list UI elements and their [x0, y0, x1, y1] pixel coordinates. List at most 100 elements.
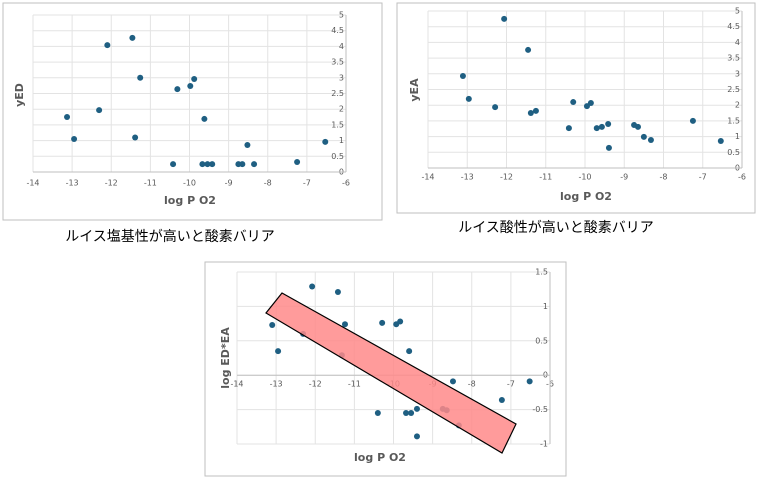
y-tick-label: 1: [735, 132, 740, 141]
x-tick-label: -12: [309, 380, 322, 389]
point: [251, 161, 258, 168]
point: [137, 74, 144, 81]
point: [104, 42, 111, 49]
point: [449, 378, 456, 385]
x-tick-label: -9: [620, 173, 628, 182]
point: [71, 136, 78, 143]
x-tick-label: -11: [539, 173, 552, 182]
point: [201, 115, 208, 122]
x-tick-label: -8: [660, 173, 668, 182]
y-tick-label: 4: [735, 38, 740, 47]
y-tick-label: 1: [339, 136, 344, 145]
y-tick-label: 4.5: [727, 22, 740, 31]
point: [269, 321, 276, 328]
highlight-band: [265, 292, 517, 454]
point: [465, 95, 472, 102]
x-tick-label: -12: [500, 173, 513, 182]
y-axis-title: yED: [13, 83, 26, 107]
point: [647, 137, 654, 144]
point: [527, 110, 534, 117]
x-tick-label: -13: [461, 173, 474, 182]
y-tick-label: 2.5: [727, 85, 740, 94]
y-axis-title: log ED*EA: [219, 327, 232, 389]
caption: ルイス塩基性が高いと酸素バリア: [65, 228, 275, 245]
point: [640, 133, 647, 140]
point: [565, 125, 572, 132]
y-tick-label: 1: [543, 302, 548, 311]
point: [341, 321, 348, 328]
point: [605, 121, 612, 128]
y-tick-label: 5: [339, 11, 344, 20]
point: [170, 161, 177, 168]
point: [64, 114, 71, 121]
y-tick-label: 3: [735, 69, 740, 78]
y-tick-label: 0.5: [535, 336, 548, 345]
x-tick-label: -6: [738, 173, 746, 182]
point: [403, 410, 410, 417]
point: [413, 405, 420, 412]
y-tick-label: 3.5: [727, 54, 740, 63]
point: [322, 138, 329, 145]
x-tick-label: -9: [225, 179, 233, 188]
x-tick-label: -6: [342, 179, 350, 188]
x-tick-label: -12: [105, 179, 118, 188]
point: [379, 319, 386, 326]
point: [275, 348, 282, 355]
x-tick-label: -11: [144, 179, 157, 188]
x-axis-title: log P O2: [164, 194, 216, 207]
point: [605, 144, 612, 151]
caption: ルイス酸性が高いと酸素バリア: [458, 219, 654, 236]
x-axis-title: log P O2: [560, 190, 612, 203]
y-tick-label: 3.5: [331, 58, 344, 67]
x-tick-label: -14: [26, 179, 39, 188]
y-tick-label: 1.5: [727, 116, 740, 125]
x-tick-label: -11: [348, 380, 361, 389]
point: [501, 15, 508, 22]
y-tick-label: -0.5: [532, 405, 548, 414]
chart-frame: [396, 2, 756, 214]
x-tick-label: -13: [66, 179, 79, 188]
point: [96, 107, 103, 114]
point: [406, 348, 413, 355]
y-tick-label: 1.5: [535, 268, 548, 277]
point: [413, 433, 420, 440]
point: [689, 117, 696, 124]
point: [334, 288, 341, 295]
point: [587, 100, 594, 107]
point: [374, 410, 381, 417]
point: [129, 34, 136, 41]
point: [717, 137, 724, 144]
y-tick-label: 4.5: [331, 26, 344, 35]
point: [191, 76, 198, 83]
x-tick-label: -7: [303, 179, 311, 188]
point: [187, 82, 194, 89]
y-tick-label: 0.5: [331, 152, 344, 161]
y-tick-label: 3: [339, 73, 344, 82]
x-tick-label: -7: [699, 173, 707, 182]
y-tick-label: 2: [735, 101, 740, 110]
y-tick-label: -1: [540, 440, 548, 449]
x-tick-label: -8: [468, 380, 476, 389]
point: [294, 158, 301, 165]
y-axis-title: yEA: [408, 78, 421, 102]
y-tick-label: 2: [339, 105, 344, 114]
x-tick-label: -14: [230, 380, 243, 389]
point: [498, 396, 505, 403]
x-tick-label: -8: [264, 179, 272, 188]
point: [526, 378, 533, 385]
x-axis-title: log P O2: [354, 451, 406, 464]
point: [309, 283, 316, 290]
point: [492, 104, 499, 111]
chart-frame: [2, 2, 383, 221]
point: [132, 134, 139, 141]
point: [244, 141, 251, 148]
point: [532, 107, 539, 114]
point: [397, 318, 404, 325]
point: [598, 123, 605, 130]
x-tick-label: -14: [421, 173, 434, 182]
point: [525, 46, 532, 53]
point: [174, 86, 181, 93]
y-tick-label: 4: [339, 42, 344, 51]
point: [408, 410, 415, 417]
